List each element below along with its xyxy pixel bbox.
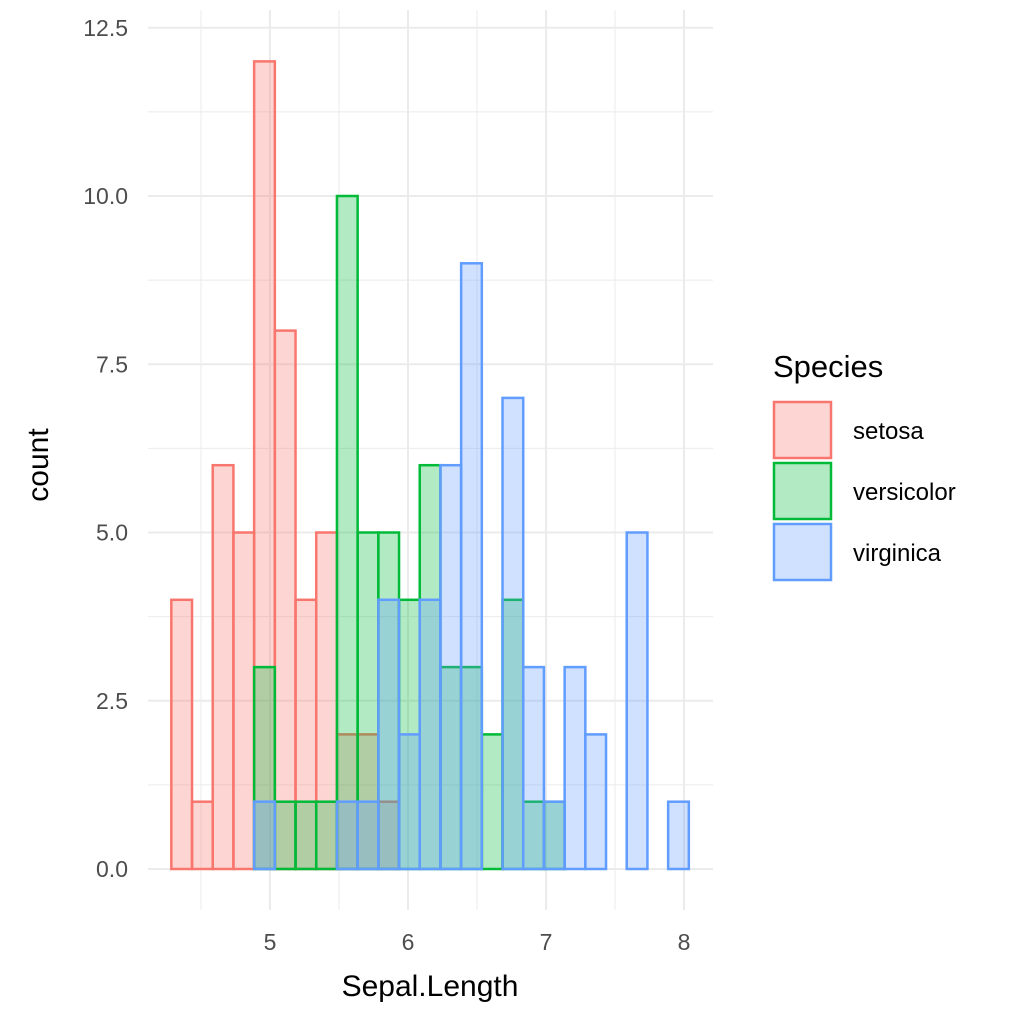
bar-virginica (252, 800, 277, 871)
y-tick-label: 0.0 (96, 856, 128, 882)
y-tick-label: 7.5 (96, 351, 128, 377)
bar-versicolor (335, 194, 359, 871)
bar-virginica (625, 531, 649, 871)
y-tick-label: 2.5 (96, 688, 128, 714)
legend-label-virginica: virginica (853, 540, 942, 567)
bar-versicolor (273, 800, 297, 871)
series-virginica (252, 262, 691, 871)
bar-versicolor (480, 733, 504, 871)
bar-setosa (211, 463, 235, 871)
bar-virginica (521, 665, 546, 871)
bar-setosa (170, 598, 194, 871)
x-tick-label: 7 (540, 929, 553, 955)
y-tick-label: 12.5 (83, 15, 128, 41)
bar-virginica (459, 262, 484, 871)
bar-virginica (418, 598, 442, 871)
legend-label-setosa: setosa (853, 418, 924, 445)
bar-virginica (377, 598, 401, 871)
bar-virginica (356, 800, 380, 871)
bar-virginica (397, 733, 421, 871)
bars (170, 60, 691, 871)
bar-virginica (666, 800, 691, 871)
bar-virginica (563, 665, 587, 871)
y-axis-ticks: 0.0 2.5 5.0 7.5 10.0 12.5 (83, 15, 128, 882)
x-axis-title: Sepal.Length (342, 970, 519, 1003)
x-axis-ticks: 5 6 7 8 (264, 929, 691, 955)
bar-virginica (542, 800, 566, 871)
bar-versicolor (294, 800, 318, 871)
y-tick-label: 10.0 (83, 183, 128, 209)
legend: Species setosa versicolor virginica (772, 349, 956, 582)
legend-key-virginica (772, 522, 833, 582)
y-axis-title: count (22, 428, 55, 502)
bar-setosa (232, 531, 256, 871)
legend-key-setosa (772, 400, 833, 460)
bar-setosa (273, 329, 297, 871)
bar-versicolor (314, 800, 339, 871)
bar-setosa (190, 800, 214, 871)
bar-virginica (439, 463, 463, 871)
y-tick-label: 5.0 (96, 520, 128, 546)
series-versicolor (252, 194, 566, 871)
legend-label-versicolor: versicolor (853, 479, 956, 506)
bar-virginica (501, 396, 525, 871)
x-tick-label: 5 (264, 929, 277, 955)
bar-virginica (584, 733, 608, 871)
legend-key-versicolor (772, 461, 833, 521)
x-tick-label: 8 (678, 929, 691, 955)
legend-title: Species (773, 349, 883, 384)
bar-virginica (335, 800, 359, 871)
x-tick-label: 6 (402, 929, 415, 955)
